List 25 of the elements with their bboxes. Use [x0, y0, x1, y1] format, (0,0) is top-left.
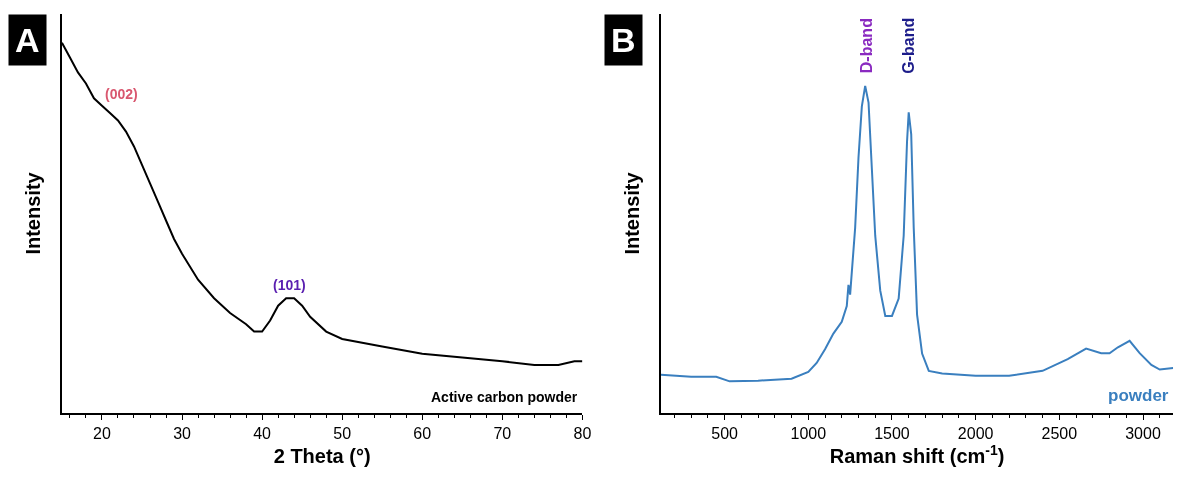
x-tick-label: 500 [711, 425, 739, 443]
annotation: powder [1108, 386, 1169, 405]
x-tick-label: 2500 [1041, 425, 1078, 443]
x-tick-label: 40 [253, 425, 272, 443]
x-axis-title: Raman shift (cm$^{-1}$) [829, 442, 1005, 468]
x-tick-label: 60 [413, 425, 432, 443]
annotation: (002) [105, 86, 138, 102]
x-tick-label: 30 [173, 425, 192, 443]
y-axis-title: Intensity [621, 171, 644, 255]
y-axis-title: Intensity [22, 171, 45, 255]
text: B [611, 21, 636, 59]
x-tick-label: 70 [493, 425, 512, 443]
x-tick-label: 50 [333, 425, 352, 443]
annotation: (101) [273, 277, 306, 293]
annotation: Active carbon powder [431, 389, 578, 405]
x-tick-label: 20 [93, 425, 111, 443]
text: A [15, 21, 40, 59]
text: G-band [900, 17, 918, 74]
text: D-band [857, 18, 875, 74]
x-tick-label: 3000 [1125, 425, 1161, 443]
x-tick-label: 1500 [874, 425, 910, 443]
x-tick-label: 80 [573, 425, 592, 443]
x-tick-label: 2000 [957, 425, 994, 443]
x-tick-label: 1000 [790, 425, 827, 443]
x-axis-title: 2 Theta (°) [273, 445, 371, 468]
